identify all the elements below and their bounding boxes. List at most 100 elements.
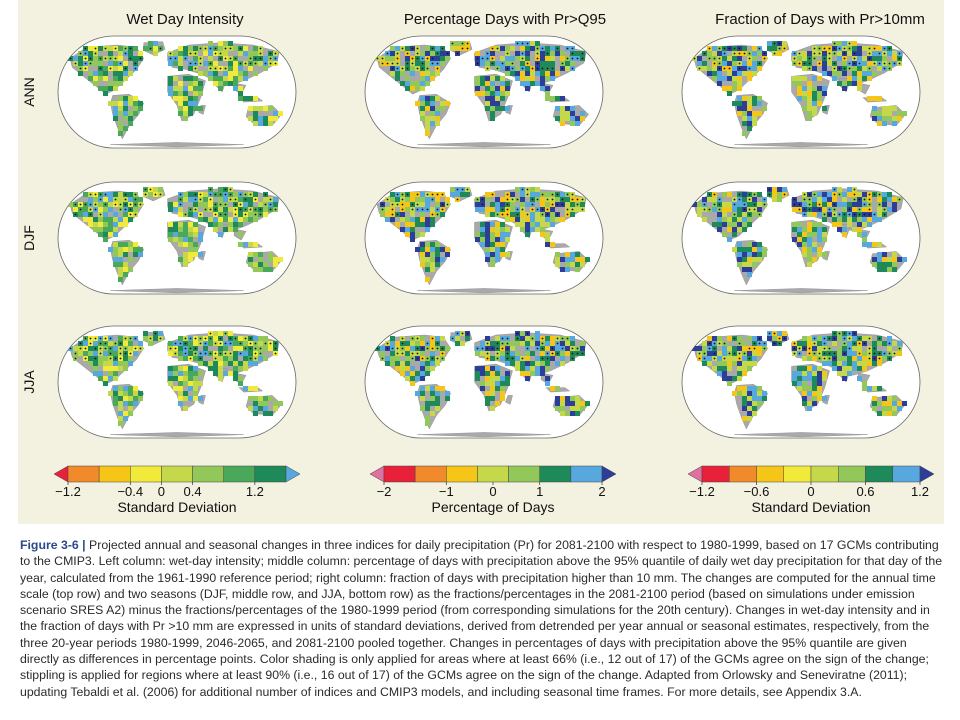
shading-cell: [168, 237, 173, 242]
shading-cell: [897, 401, 902, 406]
shading-cell: [113, 396, 118, 401]
shading-cell: [113, 376, 118, 381]
shading-cell: [802, 56, 807, 61]
stipple-dot: [249, 342, 252, 345]
shading-cell: [797, 227, 802, 232]
shading-cell: [193, 252, 198, 257]
shading-cell: [747, 247, 752, 252]
stipple-dot: [441, 357, 444, 360]
shading-cell: [113, 81, 118, 86]
shading-cell: [103, 237, 108, 242]
stipple-dot: [254, 208, 257, 211]
shading-cell: [128, 361, 133, 366]
shading-cell: [113, 371, 118, 376]
stipple-dot: [219, 337, 222, 340]
shading-cell: [877, 197, 882, 202]
stipple-dot: [853, 57, 856, 60]
stipple-dot: [481, 347, 484, 350]
stipple-dot: [531, 203, 534, 206]
stipple-dot: [199, 357, 202, 360]
shading-cell: [425, 416, 430, 421]
shading-cell: [752, 197, 757, 202]
colorbar-tick-label: −1.2: [55, 484, 81, 499]
shading-cell: [500, 202, 505, 207]
shading-cell: [892, 411, 897, 416]
shading-cell: [183, 51, 188, 56]
shading-cell: [480, 227, 485, 232]
shading-cell: [495, 242, 500, 247]
stipple-dot: [848, 332, 851, 335]
stipple-dot: [234, 57, 237, 60]
shading-cell: [233, 61, 238, 66]
shading-cell: [545, 217, 550, 222]
shading-cell: [430, 111, 435, 116]
shading-cell: [575, 121, 580, 126]
shading-cell: [198, 91, 203, 96]
shading-cell: [198, 237, 203, 242]
shading-cell: [143, 336, 148, 341]
stipple-dot: [868, 337, 871, 340]
stipple-dot: [808, 198, 811, 201]
shading-cell: [525, 81, 530, 86]
stipple-dot: [94, 357, 97, 360]
shading-cell: [123, 212, 128, 217]
shading-cell: [792, 237, 797, 242]
shading-cell: [425, 247, 430, 252]
shading-cell: [430, 252, 435, 257]
stipple-dot: [239, 203, 242, 206]
shading-cell: [852, 207, 857, 212]
shading-cell: [500, 391, 505, 396]
shading-cell: [485, 401, 490, 406]
shading-cell: [510, 46, 515, 51]
shading-cell: [837, 51, 842, 56]
stipple-dot: [269, 208, 272, 211]
stipple-dot: [244, 213, 247, 216]
shading-cell: [862, 222, 867, 227]
shading-cell: [118, 336, 123, 341]
shading-cell: [233, 341, 238, 346]
shading-cell: [118, 386, 123, 391]
shading-cell: [887, 396, 892, 401]
stipple-dot: [214, 342, 217, 345]
stipple-dot: [793, 352, 796, 355]
shading-cell: [430, 71, 435, 76]
stipple-dot: [104, 342, 107, 345]
stipple-dot: [431, 198, 434, 201]
shading-cell: [253, 406, 258, 411]
shading-cell: [520, 222, 525, 227]
shading-cell: [253, 116, 258, 121]
stipple-dot: [763, 198, 766, 201]
stipple-dot: [893, 62, 896, 65]
shading-cell: [857, 81, 862, 86]
shading-cell: [485, 192, 490, 197]
shading-cell: [812, 396, 817, 401]
shading-cell: [742, 401, 747, 406]
stipple-dot: [229, 47, 232, 50]
stipple-dot: [89, 213, 92, 216]
shading-cell: [777, 51, 782, 56]
stipple-dot: [888, 67, 891, 70]
shading-cell: [103, 207, 108, 212]
shading-cell: [253, 267, 258, 272]
colorbar-tick-label: 0.4: [184, 484, 202, 499]
shading-cell: [852, 76, 857, 81]
shading-cell: [882, 252, 887, 257]
shading-cell: [113, 252, 118, 257]
shading-cell: [233, 86, 238, 91]
shading-cell: [752, 386, 757, 391]
stipple-dot: [738, 342, 741, 345]
shading-cell: [103, 351, 108, 356]
shading-cell: [98, 232, 103, 237]
shading-cell: [742, 96, 747, 101]
shading-cell: [228, 331, 233, 336]
stipple-dot: [818, 357, 821, 360]
stipple-dot: [893, 352, 896, 355]
stipple-dot: [426, 347, 429, 350]
shading-cell: [817, 91, 822, 96]
stipple-dot: [94, 203, 97, 206]
stipple-dot: [848, 62, 851, 65]
shading-cell: [495, 207, 500, 212]
shading-cell: [465, 336, 470, 341]
stipple-dot: [868, 208, 871, 211]
